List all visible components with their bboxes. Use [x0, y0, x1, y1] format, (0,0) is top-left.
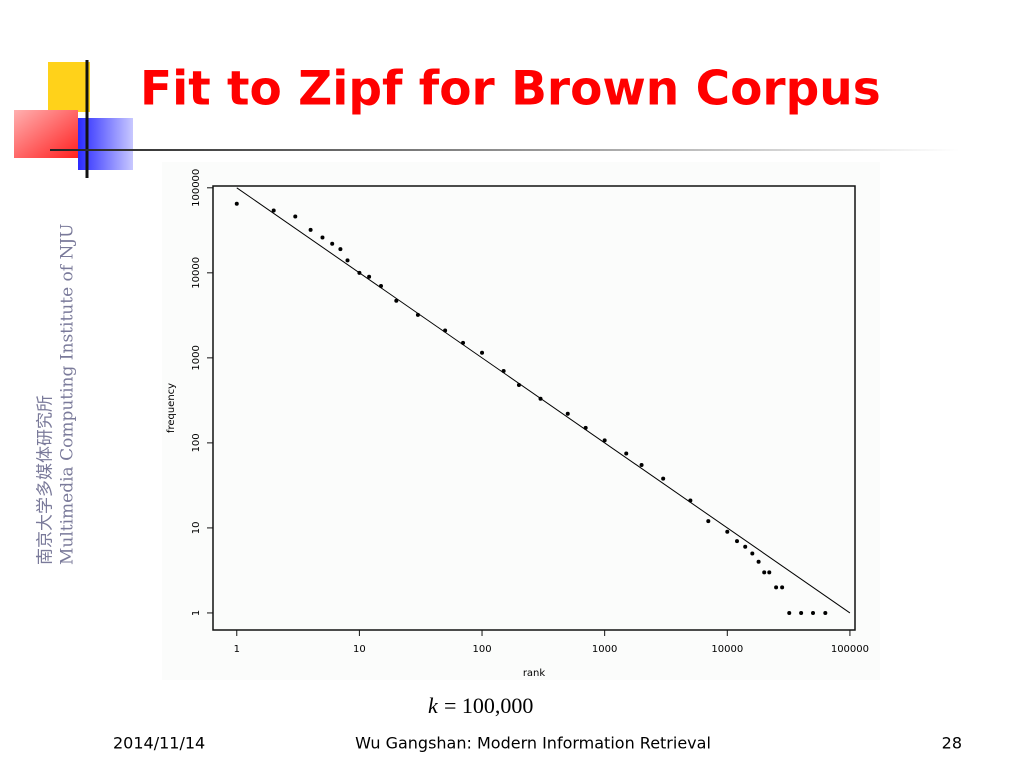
plot-frame: [212, 185, 856, 631]
fit-line: [236, 187, 851, 614]
data-point: [725, 529, 730, 534]
y-tick-label: 10: [191, 522, 202, 535]
chart-bg: [162, 162, 880, 680]
deco-hline: [50, 149, 960, 151]
data-point: [338, 247, 343, 252]
x-tick-label: 10000: [711, 644, 743, 655]
data-point: [234, 201, 239, 206]
data-point: [787, 610, 792, 615]
data-point: [367, 274, 372, 279]
x-tick-label: 1: [234, 644, 240, 655]
slide-title: Fit to Zipf for Brown Corpus: [140, 62, 881, 117]
x-tick-label: 10: [353, 644, 366, 655]
data-point: [624, 451, 629, 456]
data-point: [774, 585, 779, 590]
data-point: [602, 438, 607, 443]
y-tick-label: 100: [191, 433, 202, 452]
caption-symbol: k: [428, 693, 439, 718]
side-text: Multimedia Computing Institute of NJU: [58, 224, 78, 565]
deco-yellow: [48, 62, 90, 112]
y-tick-label: 100000: [191, 169, 202, 207]
y-tick-label: 1000: [191, 345, 202, 370]
data-point: [767, 570, 772, 575]
y-axis-label: frequency: [166, 383, 177, 433]
data-point: [811, 610, 816, 615]
data-point: [706, 519, 711, 524]
data-point: [330, 241, 335, 246]
side-text: 南京大学多媒体研究所: [36, 395, 56, 565]
y-tick-label: 1: [191, 610, 202, 616]
footer-page: 28: [942, 734, 962, 753]
data-point: [565, 411, 570, 416]
y-tick-label: 10000: [191, 257, 202, 289]
caption-value: = 100,000: [444, 693, 533, 718]
data-point: [293, 214, 298, 219]
data-point: [762, 570, 767, 575]
data-point: [780, 585, 785, 590]
data-point: [735, 539, 740, 544]
x-tick-label: 100: [472, 644, 491, 655]
footer-author: Wu Gangshan: Modern Information Retrieva…: [355, 734, 711, 753]
data-point: [480, 350, 485, 355]
data-point: [823, 610, 828, 615]
data-point: [308, 227, 313, 232]
data-point: [743, 544, 748, 549]
x-tick-label: 100000: [831, 644, 869, 655]
data-point: [750, 551, 755, 556]
data-point: [345, 258, 350, 263]
data-point: [639, 462, 644, 467]
data-point: [799, 610, 804, 615]
data-point: [320, 235, 325, 240]
x-axis-label: rank: [523, 668, 546, 679]
data-point: [661, 476, 666, 481]
data-point: [271, 208, 276, 213]
x-tick-label: 1000: [592, 644, 617, 655]
footer-date: 2014/11/14: [113, 734, 205, 753]
data-point: [756, 559, 761, 564]
chart: 1 10 100 1000 10000 100000 1 10 100 1000 10000 1000…: [166, 169, 869, 679]
